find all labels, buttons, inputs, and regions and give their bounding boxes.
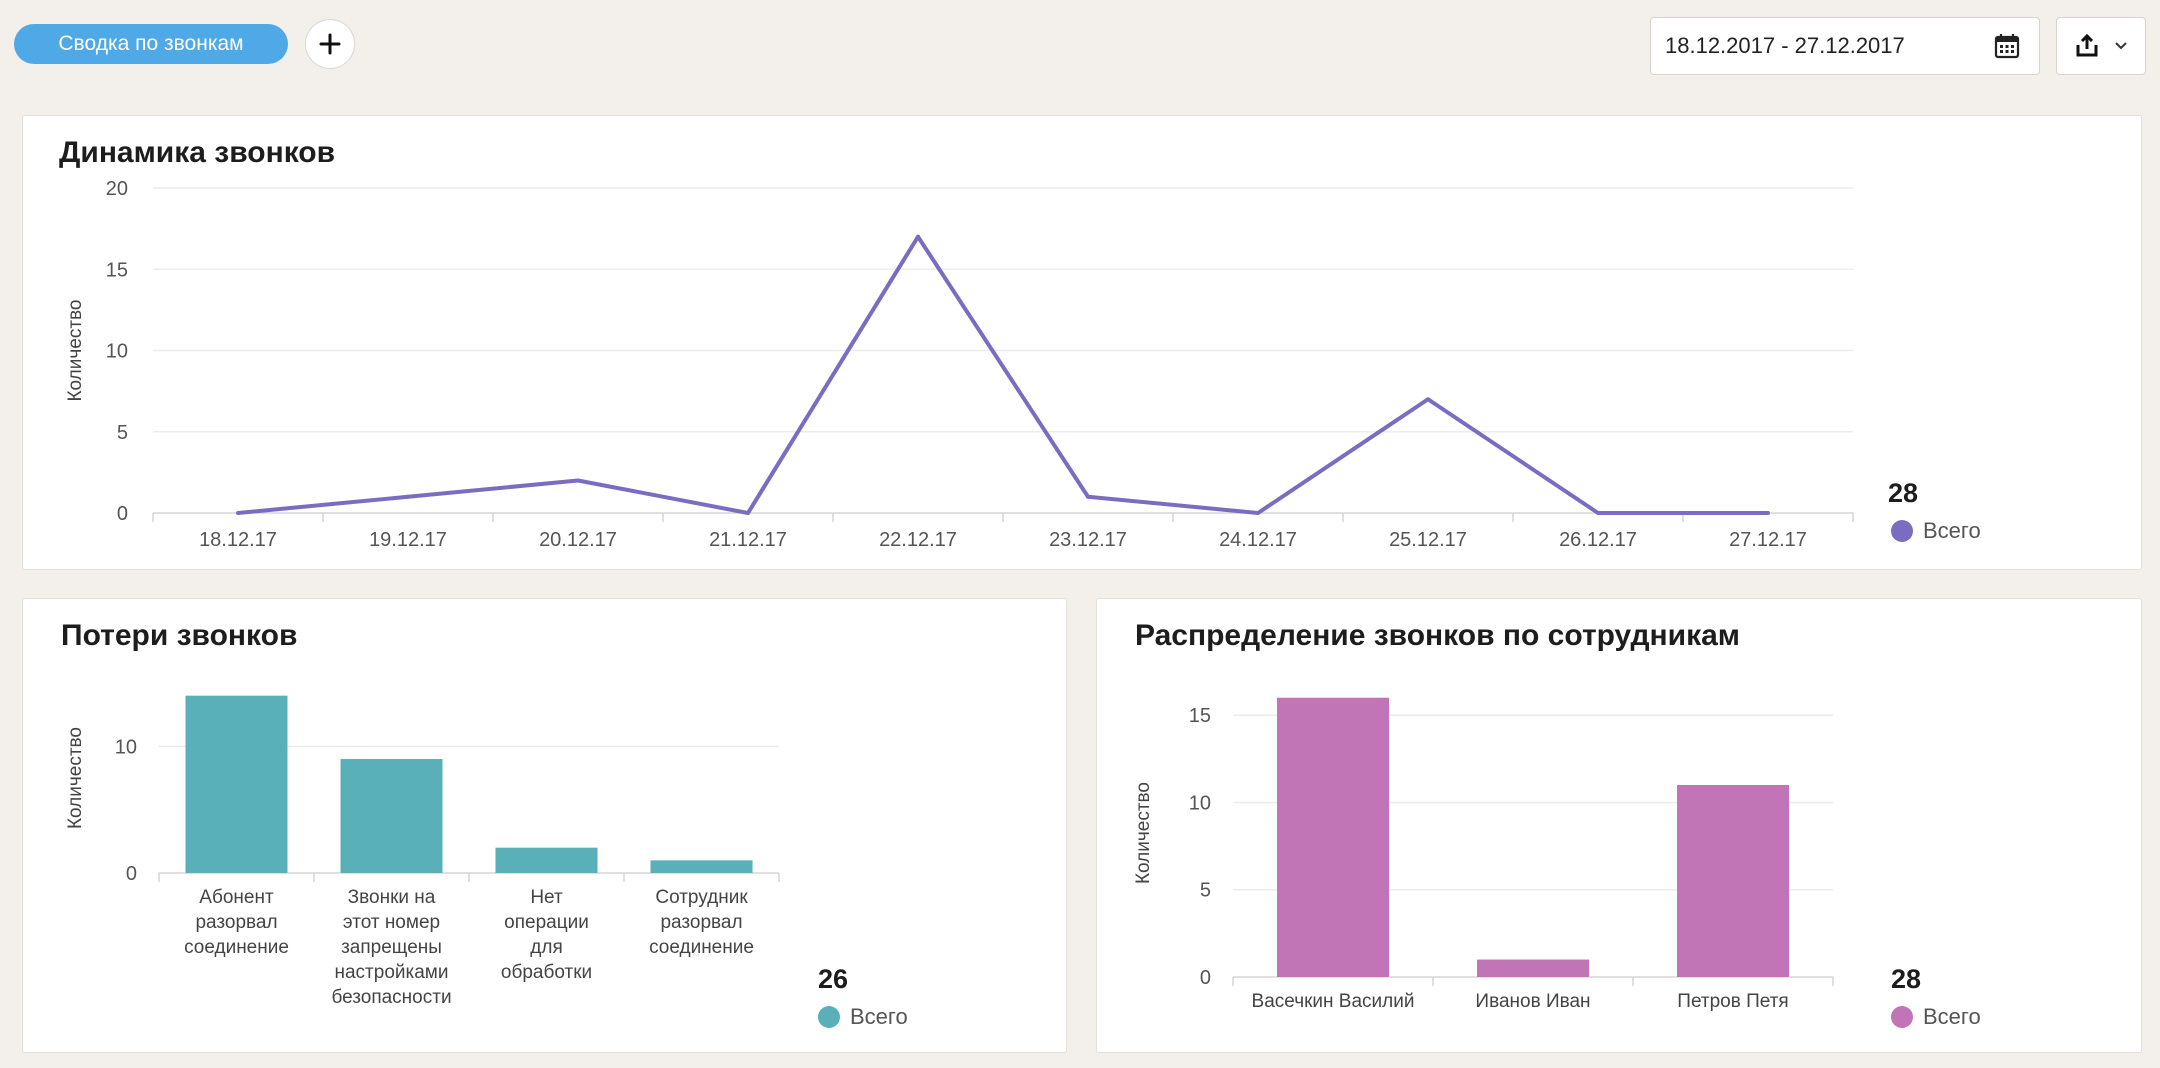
x-category-label: безопасности <box>331 987 451 1008</box>
bar <box>340 759 443 873</box>
x-category-label: Нет <box>530 887 563 908</box>
x-category-label: Петров Петя <box>1677 991 1788 1012</box>
bar <box>1277 697 1389 977</box>
add-tab-button[interactable] <box>305 19 355 69</box>
data-point <box>1766 511 1770 515</box>
calls-by-employee-chart: 0 5 10 15 Васечкин Василий Иванов Иван Петров … <box>1133 697 1834 1012</box>
x-tick-label: 20.12.17 <box>539 529 617 551</box>
x-category-label: соединение <box>649 937 754 958</box>
bar <box>650 860 753 873</box>
data-point <box>916 234 920 239</box>
bar <box>185 695 288 873</box>
call-losses-legend[interactable]: Всего <box>818 1004 908 1030</box>
y-tick-label: 15 <box>1189 705 1211 727</box>
share-export-icon <box>2076 33 2098 57</box>
data-point <box>576 478 580 483</box>
calls-by-employee-card: Распределение звонков по сотрудникам 0 5 1… <box>1096 598 2142 1053</box>
date-range-picker[interactable]: 18.12.2017 - 27.12.2017 <box>1650 17 2040 75</box>
legend-dot <box>1891 1006 1913 1028</box>
y-axis-title: Количество <box>65 727 86 829</box>
data-point <box>236 511 240 515</box>
x-category-label: операции <box>504 912 589 933</box>
y-tick-label: 15 <box>106 259 128 281</box>
y-tick-label: 5 <box>117 422 128 444</box>
legend-label: Всего <box>850 1004 908 1029</box>
calls-by-employee-total: 28 <box>1891 964 1922 994</box>
calendar-icon <box>1994 34 2020 59</box>
call-losses-chart: 0 10 Абонент разорвал соединение Звонки на это… <box>65 695 780 1008</box>
x-tick-label: 19.12.17 <box>369 529 447 551</box>
calls-by-employee-legend[interactable]: Всего <box>1891 1004 1981 1030</box>
call-losses-title: Потери звонков <box>61 619 298 652</box>
x-category-label: соединение <box>184 937 289 958</box>
x-tick-label: 27.12.17 <box>1729 529 1807 551</box>
x-tick-label: 25.12.17 <box>1389 529 1467 551</box>
series-line <box>237 234 1768 515</box>
x-tick-label: 18.12.17 <box>199 529 277 551</box>
y-tick-label: 5 <box>1200 880 1211 902</box>
y-tick-label: 10 <box>106 341 128 363</box>
x-tick-label: 22.12.17 <box>879 529 957 551</box>
bar <box>1677 785 1789 977</box>
x-tick-label: 24.12.17 <box>1219 529 1297 551</box>
tab-call-summary[interactable]: Сводка по звонкам <box>14 24 288 64</box>
x-tick-label: 26.12.17 <box>1559 529 1637 551</box>
data-point <box>1426 397 1430 402</box>
x-tick-label: 23.12.17 <box>1049 529 1127 551</box>
bar <box>1477 959 1589 977</box>
y-tick-label: 0 <box>126 863 137 885</box>
y-tick-label: 0 <box>1200 967 1211 989</box>
data-point <box>1596 511 1600 515</box>
x-category-label: Абонент <box>199 887 274 908</box>
legend-dot <box>1891 520 1913 542</box>
x-category-label: обработки <box>501 962 592 983</box>
legend-label: Всего <box>1923 518 1981 543</box>
x-category-label: Васечкин Василий <box>1252 991 1415 1012</box>
calls-by-employee-title: Распределение звонков по сотрудникам <box>1135 619 1740 652</box>
y-tick-label: 10 <box>115 736 137 758</box>
x-category-label: Звонки на <box>348 887 436 908</box>
calls-dynamics-title: Динамика звонков <box>59 136 336 169</box>
data-point <box>746 511 750 515</box>
y-axis-title: Количество <box>1133 782 1154 884</box>
x-category-label: запрещены <box>341 937 442 958</box>
x-category-label: разорвал <box>195 912 277 933</box>
call-losses-card: Потери звонков 0 10 Абонент разорвал соедине… <box>22 598 1067 1053</box>
y-tick-label: 10 <box>1189 792 1211 814</box>
legend-label: Всего <box>1923 1004 1981 1029</box>
x-category-label: Иванов Иван <box>1475 991 1590 1012</box>
call-losses-total: 26 <box>818 964 849 994</box>
x-category-label: разорвал <box>660 912 742 933</box>
calls-dynamics-legend[interactable]: Всего <box>1891 518 1981 544</box>
x-category-label: настройками <box>335 962 449 983</box>
y-tick-label: 20 <box>106 178 128 200</box>
bar <box>495 847 598 873</box>
x-category-label: Сотрудник <box>655 887 748 908</box>
data-point <box>406 494 410 499</box>
date-range-value: 18.12.2017 - 27.12.2017 <box>1665 33 1905 58</box>
export-button[interactable] <box>2056 17 2146 75</box>
y-axis-title: Количество <box>65 299 86 401</box>
x-category-label: для <box>530 937 562 958</box>
chevron-down-icon <box>2115 42 2127 50</box>
x-category-label: этот номер <box>343 912 440 933</box>
calls-dynamics-chart: 0 5 10 15 20 18.12.17 19.12.17 20.12.17 21.12.17… <box>65 178 1854 551</box>
data-point <box>1086 494 1090 499</box>
calls-dynamics-card: Динамика звонков 0 5 10 15 20 18.12.17 19.12.1… <box>22 115 2142 570</box>
x-tick-label: 21.12.17 <box>709 529 787 551</box>
legend-dot <box>818 1006 840 1028</box>
plus-icon <box>319 33 341 55</box>
calls-dynamics-total: 28 <box>1888 478 1919 508</box>
data-point <box>1256 511 1260 515</box>
y-tick-label: 0 <box>117 503 128 525</box>
